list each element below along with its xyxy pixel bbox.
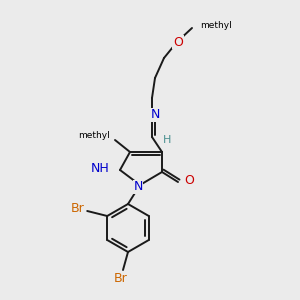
Text: O: O [184,175,194,188]
Text: N: N [150,109,160,122]
Text: Br: Br [114,272,128,284]
Text: H: H [163,135,171,145]
Text: methyl: methyl [78,130,110,140]
Text: N: N [133,181,143,194]
Text: Br: Br [70,202,84,214]
Text: O: O [173,35,183,49]
Text: NH: NH [91,161,110,175]
Text: methyl: methyl [200,22,232,31]
